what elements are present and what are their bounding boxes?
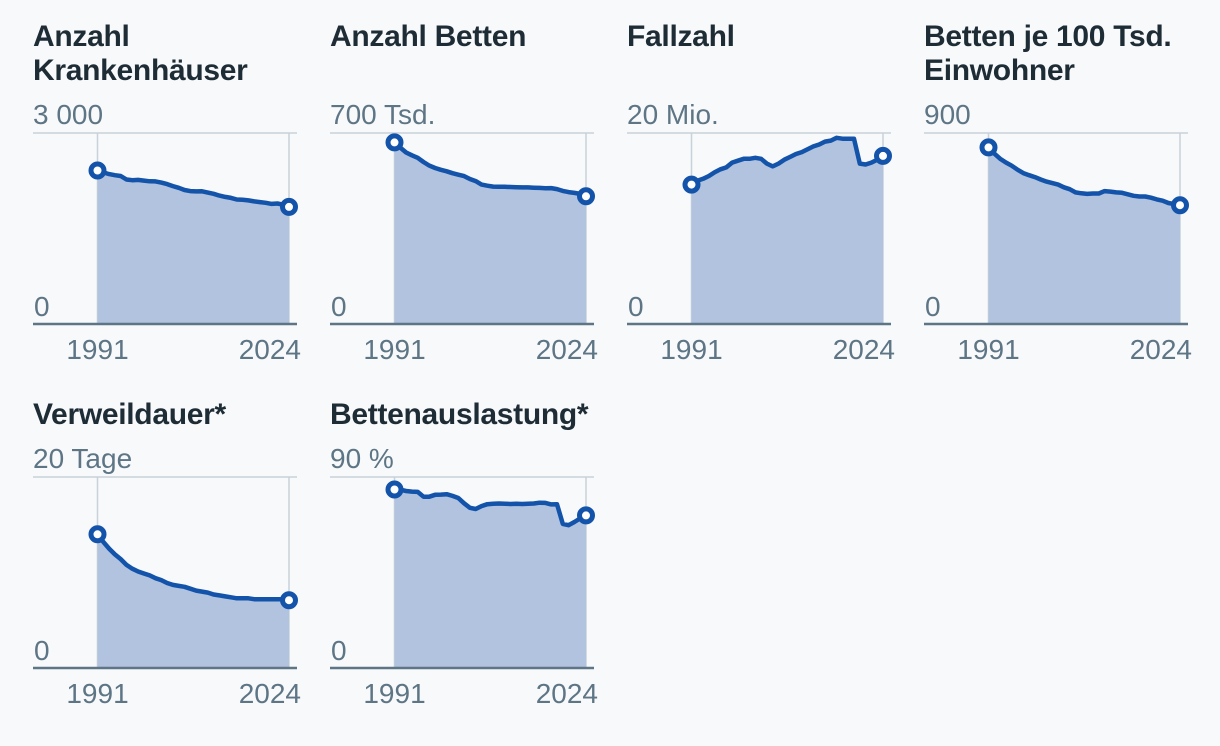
x-tick-start-label: 1991: [66, 678, 129, 709]
trend-line: [95, 168, 292, 210]
start-marker-dot: [682, 175, 701, 194]
y-axis-max-label: 3 000: [33, 99, 104, 130]
x-tick-end-label: 2024: [238, 334, 301, 365]
end-marker-dot: [577, 506, 595, 525]
area-fill: [394, 142, 586, 324]
chart-title: Verweildauer*: [33, 398, 226, 431]
y-axis-zero-label: 0: [628, 291, 644, 322]
area-chart-plot: 0: [33, 132, 298, 326]
start-marker-dot: [385, 133, 404, 152]
area-fill: [394, 489, 586, 668]
x-axis-labels: 1991 2024: [924, 332, 1192, 368]
y-axis-max-label: 20 Tage: [33, 443, 133, 474]
chart-title: Anzahl Betten: [330, 20, 527, 53]
x-axis-labels: 1991 2024: [33, 332, 301, 368]
end-marker-dot: [577, 187, 595, 206]
x-tick-start-label: 1991: [363, 678, 426, 709]
x-tick-end-label: 2024: [832, 334, 895, 365]
chart-bettenauslastung: Bettenauslastung* 90 % 0 1991 2024: [330, 398, 598, 712]
x-axis-labels: 1991 2024: [330, 676, 598, 712]
chart-title: Anzahl Krankenhäuser: [33, 20, 248, 87]
x-tick-end-label: 2024: [535, 334, 598, 365]
y-axis-max-label: 700 Tsd.: [330, 99, 436, 130]
trend-line: [689, 135, 886, 187]
x-tick-end-label: 2024: [535, 678, 598, 709]
area-fill: [97, 170, 289, 324]
trend-line: [95, 532, 292, 603]
area-fill: [691, 137, 883, 324]
area-chart-plot: 0: [627, 132, 892, 326]
start-marker-dot: [385, 480, 404, 499]
x-tick-start-label: 1991: [66, 334, 129, 365]
end-marker-dot: [280, 591, 298, 610]
start-marker-dot: [979, 138, 998, 157]
trend-line: [986, 145, 1183, 208]
area-fill: [988, 147, 1180, 324]
x-tick-end-label: 2024: [238, 678, 301, 709]
chart-title: Bettenauslastung*: [330, 398, 589, 431]
trend-line: [392, 487, 589, 528]
chart-fallzahl: Fallzahl 20 Mio. 0 1991 2024: [627, 20, 895, 368]
end-marker-dot: [874, 146, 892, 165]
y-axis-max-label: 900: [924, 99, 971, 130]
x-axis-labels: 1991 2024: [627, 332, 895, 368]
y-axis-zero-label: 0: [34, 635, 50, 666]
chart-title: Fallzahl: [627, 20, 735, 53]
chart-anzahl-betten: Anzahl Betten 700 Tsd. 0 1991 2024: [330, 20, 598, 368]
start-marker-dot: [88, 161, 107, 180]
trend-line: [392, 140, 589, 199]
area-fill: [97, 534, 289, 668]
small-multiples-grid: Anzahl Krankenhäuser 3 000 0 1991 2024 A…: [33, 20, 1192, 712]
x-axis-labels: 1991 2024: [33, 676, 301, 712]
area-chart-plot: 0: [330, 476, 595, 670]
y-axis-zero-label: 0: [331, 635, 347, 666]
chart-anzahl-krankenhaeuser: Anzahl Krankenhäuser 3 000 0 1991 2024: [33, 20, 301, 368]
x-axis-labels: 1991 2024: [330, 332, 598, 368]
x-tick-end-label: 2024: [1129, 334, 1192, 365]
chart-verweildauer: Verweildauer* 20 Tage 0 1991 2024: [33, 398, 301, 712]
area-chart-plot: 0: [33, 476, 298, 670]
start-marker-dot: [88, 525, 107, 544]
x-tick-start-label: 1991: [660, 334, 723, 365]
chart-betten-je-100-tsd-einwohner: Betten je 100 Tsd. Einwohner 900 0 1991 …: [924, 20, 1192, 368]
y-axis-zero-label: 0: [925, 291, 941, 322]
y-axis-max-label: 90 %: [330, 443, 394, 474]
area-chart-plot: 0: [330, 132, 595, 326]
end-marker-dot: [1171, 196, 1189, 215]
area-chart-plot: 0: [924, 132, 1189, 326]
chart-title: Betten je 100 Tsd. Einwohner: [924, 20, 1172, 87]
x-tick-start-label: 1991: [957, 334, 1020, 365]
end-marker-dot: [280, 197, 298, 216]
y-axis-max-label: 20 Mio.: [627, 99, 719, 130]
y-axis-zero-label: 0: [34, 291, 50, 322]
x-tick-start-label: 1991: [363, 334, 426, 365]
y-axis-zero-label: 0: [331, 291, 347, 322]
